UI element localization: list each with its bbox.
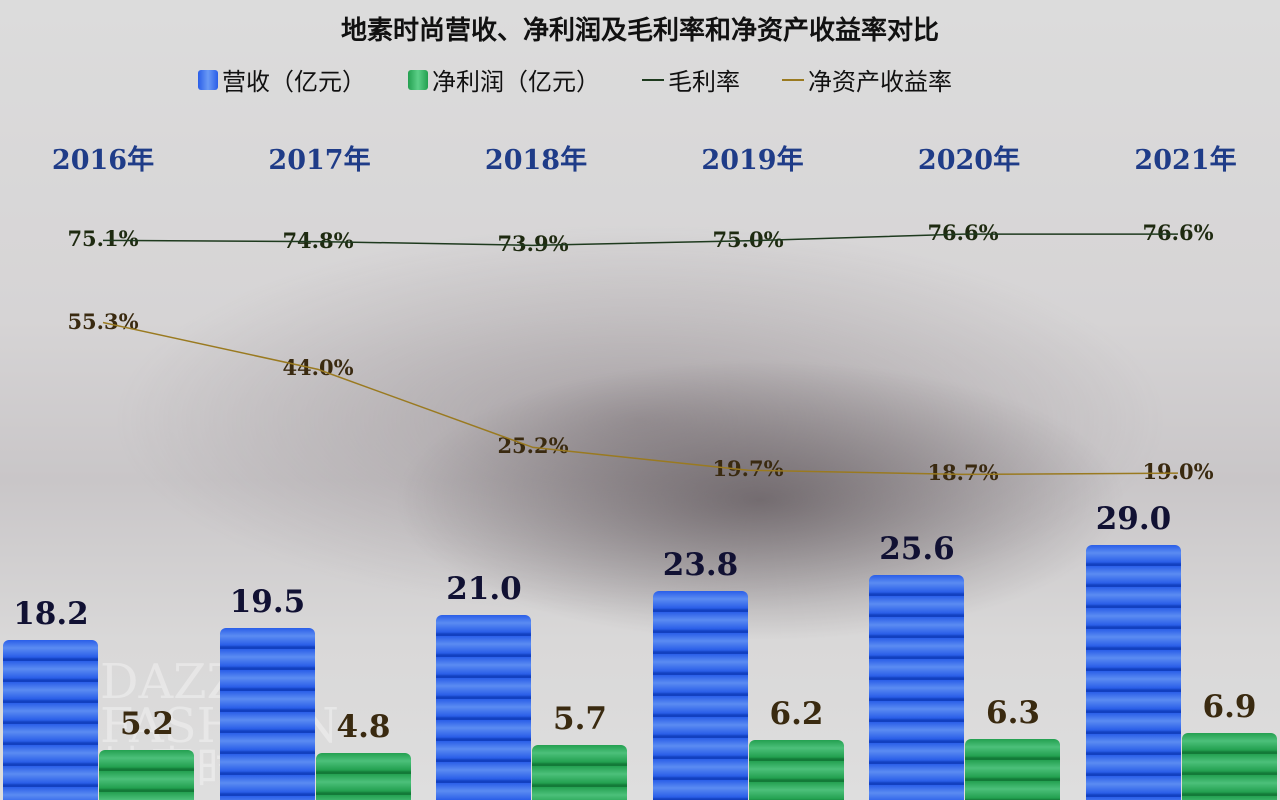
year-label: 2020年: [917, 145, 1021, 176]
year-label: 2019年: [701, 145, 804, 176]
revenue-label: 18.2: [13, 595, 89, 632]
gross-margin-point-label: 75.0%: [712, 226, 784, 252]
legend-gross-margin[interactable]: 毛利率: [642, 62, 740, 97]
roe-point-label: 55.3%: [67, 308, 139, 334]
gross-margin-point-label: 76.6%: [927, 220, 999, 246]
year-label: 2016年: [51, 145, 155, 176]
gross-margin-point-label: 75.1%: [67, 226, 139, 252]
revenue-label: 21.0: [446, 571, 522, 608]
legend-label: 净利润（亿元）: [432, 68, 600, 96]
legend-line: [782, 78, 804, 81]
net-profit-bar[interactable]: [532, 744, 627, 800]
revenue-label: 19.5: [229, 584, 306, 621]
roe-point-label: 19.7%: [712, 456, 784, 482]
revenue-bar[interactable]: [869, 574, 964, 800]
gross-margin-point-label: 74.8%: [282, 227, 354, 253]
revenue-bar[interactable]: [219, 628, 315, 800]
roe-point-label: 44.0%: [282, 355, 354, 381]
roe-point-label: 18.7%: [927, 460, 999, 486]
legend-line: [642, 78, 664, 81]
revenue-label: 25.6: [879, 530, 955, 567]
revenue-bar[interactable]: [1085, 544, 1181, 800]
revenue-label: 23.8: [662, 546, 739, 583]
roe-line: [102, 321, 1179, 476]
gross-margin-point-label: 73.9%: [497, 231, 569, 257]
gross-margin-point-label: 76.6%: [1142, 220, 1214, 246]
gross-margin-line: [102, 233, 1178, 247]
legend-swatch: [408, 69, 428, 90]
chart-title: 地素时尚营收、净利润及毛利率和净资产收益率对比: [340, 16, 939, 46]
legend-label: 毛利率: [668, 68, 740, 96]
net-profit-label: 6.9: [1202, 689, 1257, 726]
roe-point-label: 25.2%: [497, 433, 569, 459]
revenue-bar[interactable]: [652, 590, 748, 800]
net-profit-label: 5.2: [120, 705, 174, 742]
net-profit-bar[interactable]: [315, 753, 411, 800]
legend-net-profit[interactable]: 净利润（亿元）: [408, 62, 600, 97]
net-profit-bar[interactable]: [965, 738, 1060, 800]
net-profit-bar[interactable]: [99, 749, 194, 800]
legend-label: 净资产收益率: [808, 68, 952, 96]
revenue-bar[interactable]: [3, 639, 98, 800]
revenue-bar[interactable]: [436, 615, 531, 800]
net-profit-bar[interactable]: [748, 739, 844, 800]
legend-label: 营收（亿元）: [222, 68, 366, 96]
revenue-label: 29.0: [1095, 500, 1172, 537]
roe-point-label: 19.0%: [1142, 459, 1214, 485]
net-profit-label: 5.7: [553, 700, 607, 737]
legend: 营收（亿元） 净利润（亿元） 毛利率 净资产收益率: [198, 62, 994, 97]
year-label: 2018年: [484, 145, 588, 176]
net-profit-label: 6.2: [769, 695, 824, 732]
net-profit-bar[interactable]: [1181, 733, 1277, 800]
net-profit-label: 6.3: [986, 694, 1040, 731]
year-label: 2021年: [1134, 145, 1237, 176]
legend-revenue[interactable]: 营收（亿元）: [198, 62, 366, 97]
year-label: 2017年: [268, 145, 371, 176]
net-profit-label: 4.8: [336, 709, 391, 746]
legend-swatch: [198, 69, 218, 90]
legend-roe[interactable]: 净资产收益率: [782, 62, 952, 97]
